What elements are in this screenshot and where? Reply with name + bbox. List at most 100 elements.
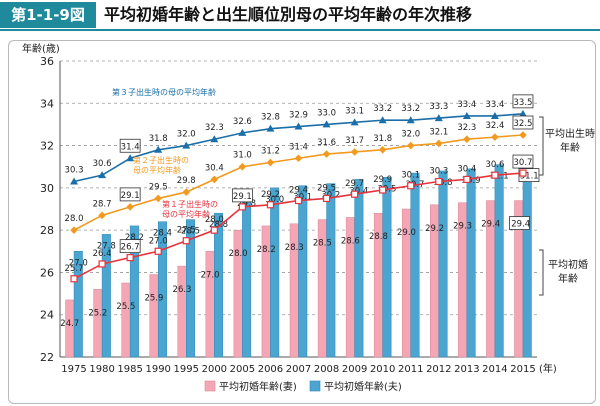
first-child-point xyxy=(322,194,331,203)
first-child-point xyxy=(98,260,106,268)
y-tick-label: 34 xyxy=(40,97,54,110)
second-child-value-label: 32.4 xyxy=(485,121,504,131)
bar-wife xyxy=(149,274,159,358)
x-axis-unit: (年) xyxy=(539,362,557,375)
second-child-point xyxy=(210,175,219,184)
third-child-value-label: 32.3 xyxy=(205,123,224,133)
first-child-value-label: 29.9 xyxy=(373,175,392,185)
first-child-annotation: 母の平均年齢 xyxy=(162,209,210,219)
second-child-value-label: 32.0 xyxy=(401,130,420,140)
bar-husband-value-label: 31.1 xyxy=(490,172,509,182)
first-child-value-label: 29.7 xyxy=(345,179,364,189)
bar-husband-value-label: 30.9 xyxy=(462,176,481,186)
first-child-point xyxy=(407,182,415,190)
third-child-point xyxy=(462,111,471,119)
bar-husband xyxy=(438,170,448,358)
y-axis-title: 年齢(歳) xyxy=(22,42,60,55)
figure-header: 第1-1-9図 平均初婚年齢と出生順位別母の平均年齢の年次推移 xyxy=(0,0,600,31)
right-bracket-lower xyxy=(539,249,544,296)
bar-wife-value-label: 28.3 xyxy=(285,243,304,253)
bar-wife xyxy=(205,251,215,358)
first-child-value-label: 30.7 xyxy=(514,158,533,168)
second-child-value-label: 31.2 xyxy=(261,146,280,156)
bar-husband xyxy=(410,172,420,358)
bar-husband-value-label: 31.1 xyxy=(520,172,539,182)
third-child-value-label: 30.3 xyxy=(65,166,84,176)
third-child-point xyxy=(322,120,331,128)
second-child-point xyxy=(266,158,275,167)
bar-wife-value-label: 25.2 xyxy=(88,308,107,318)
y-tick-label: 36 xyxy=(40,55,54,68)
first-child-point xyxy=(126,254,134,262)
x-tick-label: 1985 xyxy=(117,364,142,375)
bar-husband xyxy=(101,234,111,358)
bar-wife-value-label: 29.2 xyxy=(425,224,444,234)
first-child-point xyxy=(463,175,471,183)
first-child-point xyxy=(266,201,275,209)
bar-husband xyxy=(326,183,336,358)
second-child-value-label: 31.7 xyxy=(345,136,364,146)
bar-wife xyxy=(93,289,103,358)
third-child-point xyxy=(350,118,359,126)
third-child-point xyxy=(238,128,247,136)
legend-swatch-wife xyxy=(204,380,216,392)
bar-wife xyxy=(177,265,187,358)
third-child-value-label: 33.3 xyxy=(429,102,448,112)
bar-husband-value-label: 28.8 xyxy=(209,220,228,230)
figure-title: 平均初婚年齢と出生順位別母の平均年齢の年次推移 xyxy=(104,5,473,24)
x-tick-label: 2014 xyxy=(482,364,507,375)
second-child-point xyxy=(294,154,303,163)
bar-wife-value-label: 26.3 xyxy=(173,285,192,295)
value-box xyxy=(119,138,141,153)
y-tick-label: 22 xyxy=(40,351,54,364)
first-child-value-label: 27.0 xyxy=(149,236,168,246)
x-tick-label: 2015 xyxy=(510,364,535,375)
second-child-point xyxy=(491,133,499,141)
bar-wife-value-label: 28.0 xyxy=(229,249,248,259)
third-child-annotation: 第３子出生時の母の平均年齢 xyxy=(112,87,216,97)
second-child-annotation: 母の平均年齢 xyxy=(133,165,181,175)
first-child-point xyxy=(70,275,78,283)
first-child-value-label: 30.6 xyxy=(485,160,504,170)
bar-wife-value-label: 29.4 xyxy=(511,220,530,230)
right-bracket-upper xyxy=(539,116,544,176)
first-child-value-label: 26.7 xyxy=(121,243,140,253)
third-child-point xyxy=(126,154,135,162)
first-child-value-label: 26.4 xyxy=(93,249,112,259)
second-child-point xyxy=(406,141,415,150)
third-child-point xyxy=(98,171,107,179)
second-child-point xyxy=(350,148,359,156)
bar-wife-value-label: 28.2 xyxy=(257,245,276,255)
y-tick-label: 32 xyxy=(40,140,54,153)
first-child-value-label: 27.5 xyxy=(177,226,196,236)
bar-wife-value-label: 28.8 xyxy=(369,232,388,242)
bar-husband xyxy=(242,191,252,358)
x-tick-label: 2000 xyxy=(202,364,227,375)
bar-husband-value-label: 28.2 xyxy=(125,233,144,243)
bar-husband xyxy=(522,164,532,358)
third-child-point xyxy=(294,122,303,130)
bar-wife xyxy=(121,282,131,358)
third-child-value-label: 33.2 xyxy=(401,104,420,114)
right-label-upper: 平均出生時 xyxy=(545,127,595,140)
value-box xyxy=(119,187,141,202)
legend-label-husband: 平均初婚年齢(夫) xyxy=(324,380,402,393)
y-tick-label: 30 xyxy=(40,182,54,195)
third-child-point xyxy=(406,116,415,124)
second-child-point xyxy=(434,139,443,148)
value-box xyxy=(512,94,534,109)
first-child-point xyxy=(519,169,527,177)
bar-wife-value-label: 29.0 xyxy=(397,228,416,238)
bar-husband xyxy=(466,168,476,358)
x-tick-label: 2007 xyxy=(286,364,311,375)
third-child-point xyxy=(182,141,191,149)
first-child-annotation: 第１子出生時の xyxy=(162,199,218,209)
bar-wife-value-label: 24.7 xyxy=(60,319,79,329)
second-child-value-label: 28.7 xyxy=(93,199,112,209)
bar-husband xyxy=(494,164,504,358)
bar-husband xyxy=(298,185,308,358)
third-child-point xyxy=(490,111,499,119)
second-child-point xyxy=(126,203,134,211)
bar-husband xyxy=(73,251,83,358)
third-child-point xyxy=(266,124,275,132)
